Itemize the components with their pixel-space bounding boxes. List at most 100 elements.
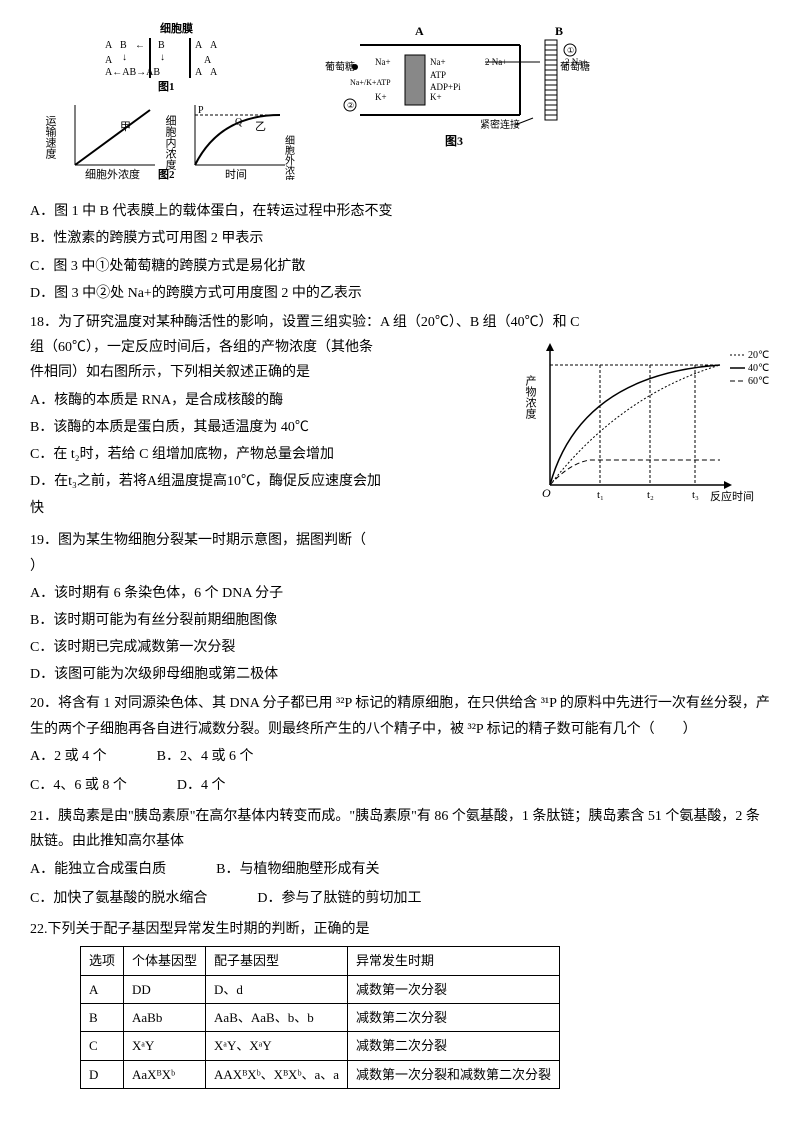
q17-B: B．性激素的跨膜方式可用图 2 甲表示 xyxy=(30,226,770,251)
table-cell: AaB、AaB、b、b xyxy=(206,1003,348,1031)
q18-chart: 产物浓度 t₁ t₂ t₃ O 反应时间 20℃ 40℃ 60℃ xyxy=(520,335,770,524)
figures-row: 细胞膜 A B ← B A A A ↓ ↓ A A←AB→AB A A 图1 运… xyxy=(30,20,770,189)
q21-B: B．与植物细胞壁形成有关 xyxy=(216,857,379,882)
fig1-2-svg: 细胞膜 A B ← B A A A ↓ ↓ A A←AB→AB A A 图1 运… xyxy=(30,20,310,180)
svg-text:细胞内浓度: 细胞内浓度 xyxy=(164,115,177,171)
svg-text:乙: 乙 xyxy=(255,120,266,133)
fig3-block: A B 葡萄糖 葡萄糖 Na+ xyxy=(320,20,600,169)
svg-text:B: B xyxy=(120,40,127,51)
svg-text:紧密连接: 紧密连接 xyxy=(480,118,520,131)
svg-text:A: A xyxy=(195,40,203,51)
svg-text:Na+/K+ATP: Na+/K+ATP xyxy=(350,78,391,87)
svg-text:A: A xyxy=(210,40,218,51)
q17-D: D．图 3 中②处 Na+的跨膜方式可用度图 2 中的乙表示 xyxy=(30,281,770,306)
fig3-label: 图3 xyxy=(445,134,463,148)
q17: A．图 1 中 B 代表膜上的载体蛋白，在转运过程中形态不变 B．性激素的跨膜方… xyxy=(30,199,770,306)
svg-text:①: ① xyxy=(567,46,574,55)
table-cell: 减数第一次分裂 xyxy=(348,975,560,1003)
svg-text:40℃: 40℃ xyxy=(748,363,769,374)
q22-h0: 选项 xyxy=(81,947,124,975)
fig1-fig2-block: 细胞膜 A B ← B A A A ↓ ↓ A A←AB→AB A A 图1 运… xyxy=(30,20,310,189)
q17-A: A．图 1 中 B 代表膜上的载体蛋白，在转运过程中形态不变 xyxy=(30,199,770,224)
q19-D: D．该图可能为次级卵母细胞或第二极体 xyxy=(30,662,770,687)
table-cell: B xyxy=(81,1003,124,1031)
svg-text:Q: Q xyxy=(235,117,243,128)
table-cell: C xyxy=(81,1032,124,1060)
q21-D: D．参与了肽链的剪切加工 xyxy=(257,886,421,911)
svg-text:图2: 图2 xyxy=(158,168,175,180)
q19-B: B．该时期可能为有丝分裂前期细胞图像 xyxy=(30,608,770,633)
svg-text:ATP: ATP xyxy=(430,70,446,80)
q22-stem: 22.下列关于配子基因型异常发生时期的判断，正确的是 xyxy=(30,917,770,942)
svg-text:60℃: 60℃ xyxy=(748,376,769,387)
svg-text:B: B xyxy=(158,40,165,51)
svg-text:↓: ↓ xyxy=(122,52,127,63)
q18: 18．为了研究温度对某种酶活性的影响，设置三组实验：A 组（20℃）、B 组（4… xyxy=(30,310,770,524)
fig1-label: 图1 xyxy=(158,80,175,93)
svg-text:A: A xyxy=(105,55,113,66)
table-cell: XᵃY、XᵃY xyxy=(206,1032,348,1060)
svg-text:ADP+Pi: ADP+Pi xyxy=(430,82,461,92)
table-cell: 减数第二次分裂 xyxy=(348,1032,560,1060)
svg-text:Na+: Na+ xyxy=(430,57,446,67)
table-cell: 减数第二次分裂 xyxy=(348,1003,560,1031)
svg-text:细胞外浓度: 细胞外浓度 xyxy=(283,134,295,180)
svg-text:葡萄糖: 葡萄糖 xyxy=(325,60,355,73)
q22-table: 选项 个体基因型 配子基因型 异常发生时期 A DD D、d 减数第一次分裂 B… xyxy=(80,946,560,1089)
q17-C: C．图 3 中①处葡萄糖的跨膜方式是易化扩散 xyxy=(30,254,770,279)
q22: 22.下列关于配子基因型异常发生时期的判断，正确的是 选项 个体基因型 配子基因… xyxy=(30,917,770,1089)
q22-h1: 个体基因型 xyxy=(124,947,206,975)
svg-text:Na+: Na+ xyxy=(375,57,391,67)
table-cell: A xyxy=(81,975,124,1003)
q19-stem1: 19．图为某生物细胞分裂某一时期示意图，据图判断（ xyxy=(30,528,770,553)
table-cell: 减数第一次分裂和减数第二次分裂 xyxy=(348,1060,560,1088)
svg-text:t₃: t₃ xyxy=(692,489,699,501)
svg-text:时间: 时间 xyxy=(225,168,247,180)
q20-D: D．4 个 xyxy=(177,773,226,798)
svg-text:产物浓度: 产物浓度 xyxy=(524,374,537,420)
q21: 21．胰岛素是由"胰岛素原"在高尔基体内转变而成。"胰岛素原"有 86 个氨基酸… xyxy=(30,804,770,913)
q20: 20．将含有 1 对同源染色体、其 DNA 分子都已用 ³²P 标记的精原细胞，… xyxy=(30,691,770,800)
q19-stem2: ） xyxy=(30,554,770,579)
svg-text:A: A xyxy=(195,67,203,78)
svg-text:t₂: t₂ xyxy=(647,489,654,501)
svg-text:运输速度: 运输速度 xyxy=(44,115,57,160)
q20-C: C．4、6 或 8 个 xyxy=(30,773,127,798)
svg-text:A: A xyxy=(105,40,113,51)
svg-text:20℃: 20℃ xyxy=(748,350,769,361)
table-cell: AaBb xyxy=(124,1003,206,1031)
q20-B: B．2、4 或 6 个 xyxy=(157,744,254,769)
svg-text:②: ② xyxy=(347,101,354,110)
table-cell: AAXᴮXᵇ、XᴮXᵇ、a、a xyxy=(206,1060,348,1088)
q21-C: C．加快了氨基酸的脱水缩合 xyxy=(30,886,207,911)
fig1-title: 细胞膜 xyxy=(160,21,193,35)
svg-text:甲: 甲 xyxy=(120,121,131,133)
q20-stem: 20．将含有 1 对同源染色体、其 DNA 分子都已用 ³²P 标记的精原细胞，… xyxy=(30,691,770,741)
q18-stem1: 18．为了研究温度对某种酶活性的影响，设置三组实验：A 组（20℃）、B 组（4… xyxy=(30,310,770,335)
table-cell: D xyxy=(81,1060,124,1088)
q19-A: A．该时期有 6 条染色体，6 个 DNA 分子 xyxy=(30,581,770,606)
q19: 19．图为某生物细胞分裂某一时期示意图，据图判断（ ） A．该时期有 6 条染色… xyxy=(30,528,770,687)
svg-text:A: A xyxy=(210,67,218,78)
svg-text:t₁: t₁ xyxy=(597,489,604,501)
svg-text:O: O xyxy=(542,486,551,500)
svg-text:细胞外浓度: 细胞外浓度 xyxy=(85,167,140,180)
svg-text:反应时间: 反应时间 xyxy=(710,489,754,503)
svg-text:K+: K+ xyxy=(375,92,387,102)
svg-text:2 Na+: 2 Na+ xyxy=(565,57,587,67)
fig3-svg: A B 葡萄糖 葡萄糖 Na+ xyxy=(320,20,600,160)
q19-C: C．该时期已完成减数第一次分裂 xyxy=(30,635,770,660)
q21-A: A．能独立合成蛋白质 xyxy=(30,857,166,882)
svg-text:←: ← xyxy=(135,40,145,51)
svg-text:B: B xyxy=(555,24,563,38)
q22-h3: 异常发生时期 xyxy=(348,947,560,975)
q20-A: A．2 或 4 个 xyxy=(30,744,107,769)
svg-text:P: P xyxy=(198,105,204,116)
svg-text:A←AB→AB: A←AB→AB xyxy=(105,67,160,78)
svg-text:A: A xyxy=(415,24,424,38)
svg-text:↓: ↓ xyxy=(160,52,165,63)
q21-stem: 21．胰岛素是由"胰岛素原"在高尔基体内转变而成。"胰岛素原"有 86 个氨基酸… xyxy=(30,804,770,854)
table-cell: D、d xyxy=(206,975,348,1003)
svg-text:A: A xyxy=(204,55,212,66)
svg-text:K+: K+ xyxy=(430,92,442,102)
